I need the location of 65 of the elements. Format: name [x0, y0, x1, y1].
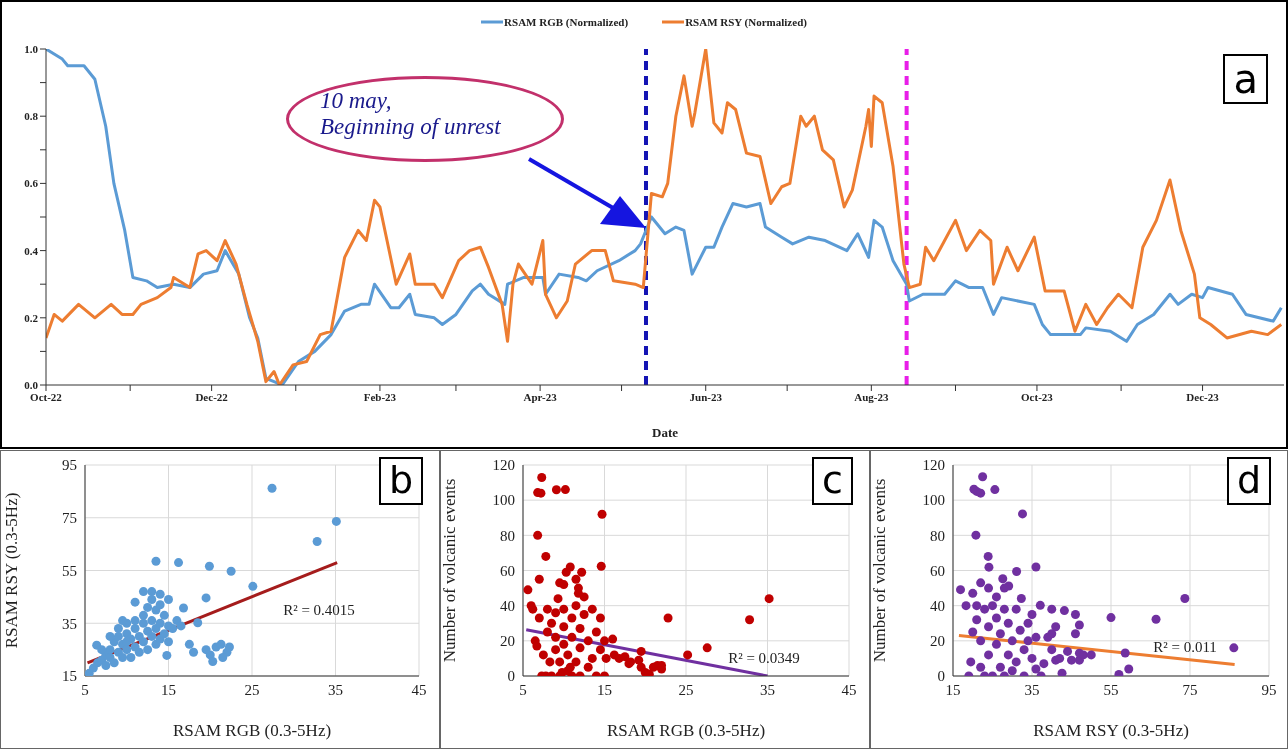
x-tick-label: 35 — [328, 681, 343, 698]
y-tick-label: 0.4 — [24, 244, 39, 257]
y-tick-label: 15 — [62, 668, 77, 685]
x-tick-label: 25 — [678, 681, 694, 698]
y-tick-label: 1.0 — [24, 42, 39, 55]
y-axis-title: RSAM RSY (0.3-5Hz) — [2, 492, 22, 649]
x-tick-label: 15 — [945, 681, 961, 698]
x-axis-title: RSAM RSY (0.3-5Hz) — [1033, 721, 1189, 740]
annotation: c — [812, 457, 853, 505]
x-tick-label: Apr-23 — [523, 390, 558, 403]
y-tick-label: 95 — [62, 457, 77, 474]
annotation: R² = 0.4015 — [283, 601, 355, 619]
annotation: d — [1226, 457, 1271, 505]
y-tick-label: 55 — [62, 562, 77, 579]
legend-label: RSAM RGB (Normalized) — [504, 16, 629, 28]
y-tick-label: 0.2 — [24, 311, 39, 324]
annotation: b — [378, 457, 423, 505]
y-tick-label: 40 — [500, 597, 515, 614]
x-tick-label: 5 — [519, 681, 527, 698]
annotation: R² = 0.0349 — [728, 649, 800, 667]
y-tick-label: 120 — [922, 457, 945, 474]
y-tick-label: 100 — [922, 492, 945, 509]
x-tick-label: 35 — [1024, 681, 1040, 698]
y-tick-label: 100 — [492, 492, 515, 509]
y-tick-label: 120 — [492, 457, 515, 474]
annotation: a — [1223, 54, 1268, 104]
x-axis-title: RSAM RGB (0.3-5Hz) — [606, 721, 766, 740]
y-tick-label: 0 — [507, 668, 515, 685]
y-tick-label: 20 — [500, 633, 515, 650]
x-tick-label: Oct-22 — [30, 390, 63, 403]
y-tick-label: 20 — [930, 633, 945, 650]
x-tick-label: 35 — [760, 681, 775, 698]
x-tick-label: 15 — [597, 681, 612, 698]
x-tick-label: Aug-23 — [854, 390, 889, 403]
x-tick-label: 45 — [841, 681, 857, 698]
annotation: 10 may, Beginning of unrest — [320, 88, 501, 141]
x-tick-label: 55 — [1103, 681, 1119, 698]
y-tick-label: 60 — [500, 562, 515, 579]
x-tick-label: Dec-23 — [1186, 390, 1220, 403]
x-axis-title: RSAM RGB (0.3-5Hz) — [172, 721, 332, 740]
x-tick-label: 5 — [81, 681, 89, 698]
y-tick-label: 0.0 — [24, 378, 39, 391]
y-tick-label: 0.6 — [24, 177, 39, 190]
x-tick-label: 25 — [244, 681, 260, 698]
x-axis-title: Date — [652, 425, 679, 440]
y-tick-label: 0.8 — [24, 110, 39, 123]
y-tick-label: 0 — [937, 668, 945, 685]
x-tick-label: 15 — [161, 681, 176, 698]
x-tick-label: Oct-23 — [1021, 390, 1054, 403]
annotation: R² = 0.011 — [1153, 638, 1217, 656]
x-tick-label: 45 — [411, 681, 427, 698]
y-tick-label: 80 — [500, 527, 515, 544]
x-tick-label: 75 — [1182, 681, 1198, 698]
legend-label: RSAM RSY (Normalized) — [685, 16, 807, 28]
x-tick-label: 95 — [1261, 681, 1277, 698]
y-tick-label: 40 — [930, 597, 945, 614]
x-tick-label: Jun-23 — [689, 390, 723, 403]
y-tick-label: 80 — [930, 527, 945, 544]
y-tick-label: 75 — [62, 510, 77, 527]
y-tick-label: 35 — [62, 615, 77, 632]
y-axis-title: Number of volcanic events — [440, 478, 460, 663]
y-tick-label: 60 — [930, 562, 945, 579]
y-axis-title: Number of volcanic events — [870, 478, 890, 663]
x-tick-label: Dec-22 — [195, 390, 229, 403]
x-tick-label: Feb-23 — [363, 390, 397, 403]
